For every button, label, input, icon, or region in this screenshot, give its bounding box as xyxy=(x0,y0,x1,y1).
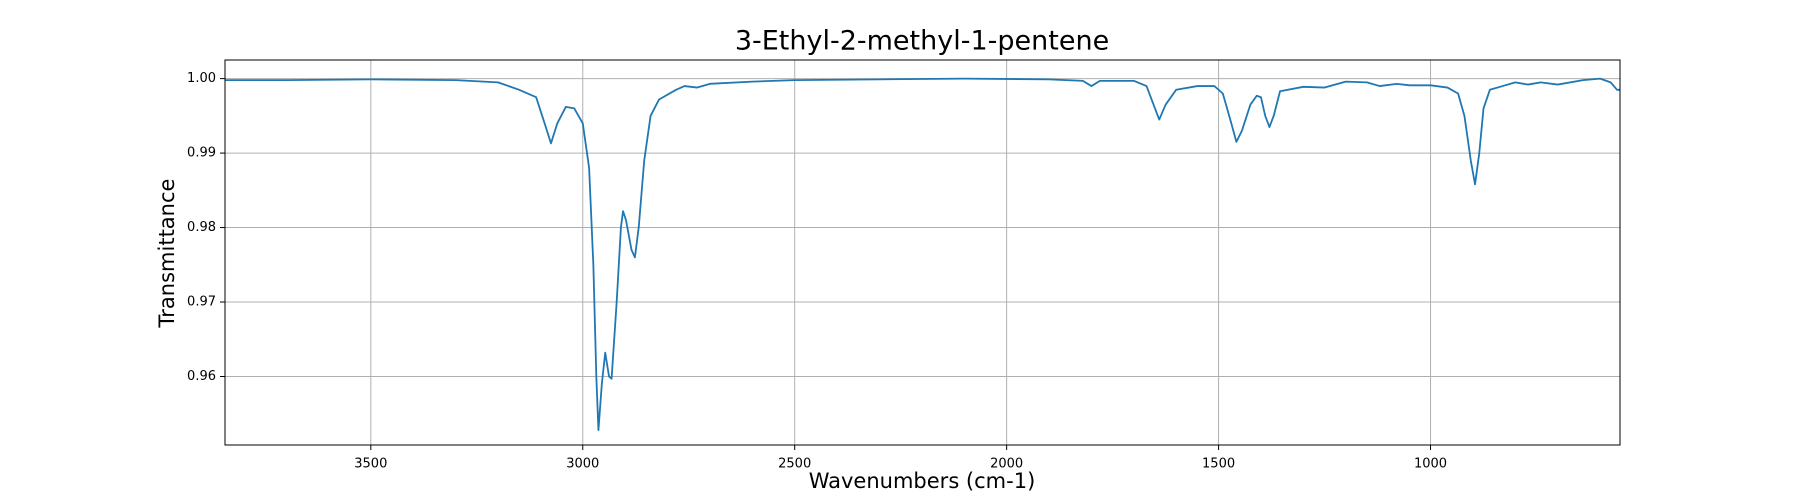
y-tick-label: 0.96 xyxy=(187,369,216,384)
y-tick-label: 0.99 xyxy=(187,146,216,161)
x-tick-label: 3500 xyxy=(354,457,387,472)
y-tick-label: 1.00 xyxy=(187,71,216,86)
y-tick-label: 0.97 xyxy=(187,295,216,310)
y-axis-label: Transmittance xyxy=(155,179,179,329)
x-tick-label: 2000 xyxy=(990,457,1023,472)
plot-frame xyxy=(224,59,1621,446)
x-axis-label: Wavenumbers (cm-1) xyxy=(809,469,1036,493)
x-tick-label: 2500 xyxy=(778,457,811,472)
chart-title: 3-Ethyl-2-methyl-1-pentene xyxy=(735,26,1109,57)
x-tick-label: 3000 xyxy=(566,457,599,472)
x-tick-label: 1500 xyxy=(1202,457,1235,472)
x-tick-label: 1000 xyxy=(1414,457,1447,472)
y-tick-label: 0.98 xyxy=(187,220,216,235)
spectrum-line xyxy=(225,77,1620,432)
